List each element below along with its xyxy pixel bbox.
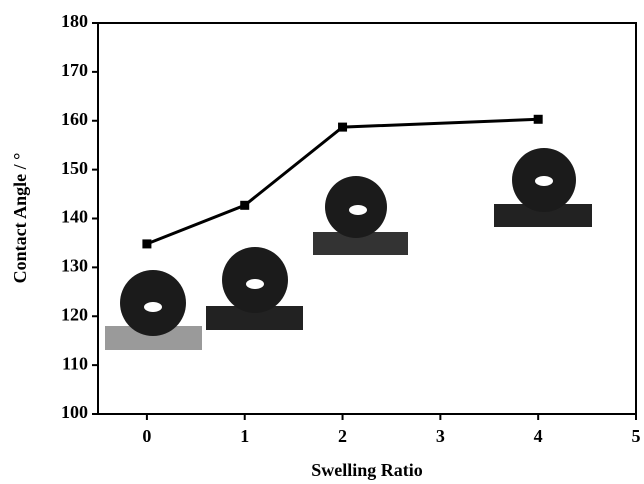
x-axis-label: Swelling Ratio bbox=[311, 460, 423, 480]
x-tick-label: 2 bbox=[338, 426, 347, 446]
y-tick-label: 180 bbox=[61, 11, 88, 31]
droplet-images bbox=[105, 148, 592, 350]
substrate bbox=[494, 204, 592, 227]
x-tick-label: 4 bbox=[534, 426, 543, 446]
substrate bbox=[313, 232, 408, 255]
y-tick-label: 100 bbox=[61, 402, 88, 422]
point bbox=[240, 200, 250, 210]
line bbox=[146, 117, 539, 246]
highlight bbox=[349, 205, 367, 215]
y-tick-label: 170 bbox=[61, 60, 88, 80]
y-axis-label: Contact Angle / ° bbox=[10, 153, 30, 284]
y-tick-label: 140 bbox=[61, 207, 88, 227]
y-tick-label: 110 bbox=[62, 353, 88, 373]
x-tick-label: 5 bbox=[632, 426, 641, 446]
x-tick-label: 0 bbox=[142, 426, 151, 446]
point bbox=[142, 239, 152, 249]
point bbox=[338, 122, 348, 132]
y-tick-label: 160 bbox=[61, 109, 88, 129]
y-tick-label: 130 bbox=[61, 256, 88, 276]
point bbox=[533, 114, 543, 124]
highlight bbox=[144, 302, 162, 312]
x-tick-label: 3 bbox=[436, 426, 445, 446]
x-tick-label: 1 bbox=[240, 426, 249, 446]
highlight bbox=[535, 176, 553, 186]
y-tick-label: 150 bbox=[61, 158, 88, 178]
highlight bbox=[246, 279, 264, 289]
y-tick-label: 120 bbox=[61, 304, 88, 324]
